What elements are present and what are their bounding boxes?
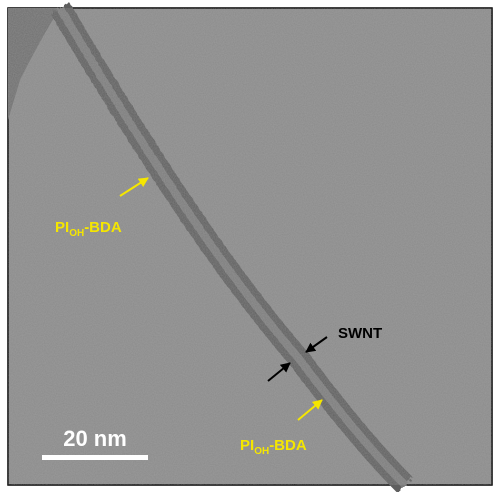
image-area bbox=[8, 8, 492, 485]
scale-label: 20 nm bbox=[63, 426, 127, 451]
label-subscript: OH bbox=[69, 228, 84, 239]
label-subscript: OH bbox=[254, 446, 269, 457]
label-part: PI bbox=[55, 219, 69, 236]
label-part: PI bbox=[240, 437, 254, 454]
label-part: SWNT bbox=[338, 325, 382, 342]
label-part: -BDA bbox=[269, 437, 307, 454]
micrograph: PIOH-BDA SWNT PIOH-BDA 20 nm bbox=[0, 0, 498, 492]
scale-bar bbox=[42, 455, 148, 460]
label: SWNT bbox=[338, 325, 382, 342]
label-part: -BDA bbox=[84, 219, 122, 236]
